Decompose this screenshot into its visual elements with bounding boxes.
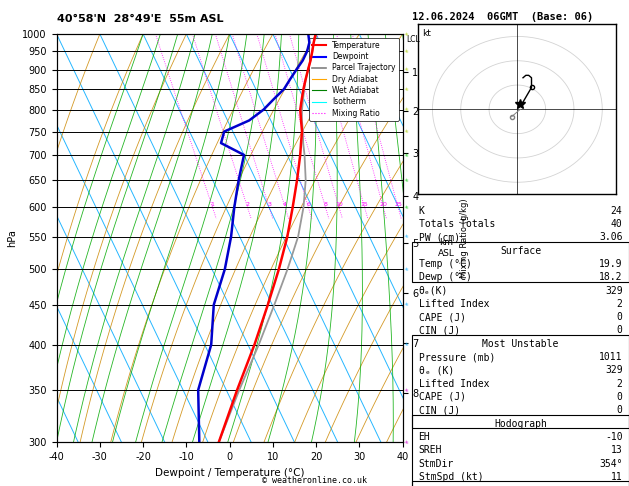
Text: 4: 4 [283, 202, 287, 207]
Text: 19.9: 19.9 [599, 259, 623, 269]
Text: 40°58'N  28°49'E  55m ASL: 40°58'N 28°49'E 55m ASL [57, 14, 223, 24]
Text: »: » [401, 341, 409, 348]
Text: Lifted Index: Lifted Index [418, 299, 489, 309]
Text: 12.06.2024  06GMT  (Base: 06): 12.06.2024 06GMT (Base: 06) [412, 12, 593, 22]
Text: 329: 329 [605, 286, 623, 295]
Text: Lifted Index: Lifted Index [418, 379, 489, 389]
Text: CIN (J): CIN (J) [418, 405, 460, 416]
Text: »: » [401, 439, 409, 446]
Text: kt: kt [422, 29, 431, 38]
Text: 1011: 1011 [599, 352, 623, 362]
Text: »: » [401, 233, 409, 241]
Text: EH: EH [418, 432, 430, 442]
X-axis label: Dewpoint / Temperature (°C): Dewpoint / Temperature (°C) [155, 468, 304, 478]
Text: 8: 8 [323, 202, 327, 207]
Text: 1: 1 [211, 202, 214, 207]
Text: 25: 25 [394, 202, 402, 207]
Text: CAPE (J): CAPE (J) [418, 312, 465, 322]
Text: 2: 2 [245, 202, 250, 207]
Text: 24: 24 [611, 206, 623, 216]
Text: 0: 0 [616, 326, 623, 335]
Text: © weatheronline.co.uk: © weatheronline.co.uk [262, 476, 367, 485]
Text: 10: 10 [335, 202, 343, 207]
Text: 0: 0 [616, 405, 623, 416]
Text: »: » [401, 66, 409, 73]
Text: »: » [401, 31, 409, 37]
Text: »: » [401, 265, 409, 273]
Text: »: » [401, 106, 409, 113]
Text: Pressure (mb): Pressure (mb) [418, 352, 495, 362]
Y-axis label: hPa: hPa [7, 229, 17, 247]
Text: »: » [401, 48, 409, 55]
Text: Hodograph: Hodograph [494, 418, 547, 429]
Text: CIN (J): CIN (J) [418, 326, 460, 335]
Text: 0: 0 [616, 392, 623, 402]
Text: StmSpd (kt): StmSpd (kt) [418, 472, 483, 482]
Text: Dewp (°C): Dewp (°C) [418, 272, 471, 282]
Text: SREH: SREH [418, 445, 442, 455]
Text: »: » [401, 128, 409, 135]
Text: Totals Totals: Totals Totals [418, 219, 495, 229]
Text: 0: 0 [616, 312, 623, 322]
Text: 3.06: 3.06 [599, 232, 623, 243]
Text: θₑ (K): θₑ (K) [418, 365, 454, 375]
Text: 6: 6 [306, 202, 310, 207]
Legend: Temperature, Dewpoint, Parcel Trajectory, Dry Adiabat, Wet Adiabat, Isotherm, Mi: Temperature, Dewpoint, Parcel Trajectory… [309, 38, 399, 121]
Text: 18.2: 18.2 [599, 272, 623, 282]
Text: »: » [401, 386, 409, 394]
Text: »: » [401, 176, 409, 184]
Text: Most Unstable: Most Unstable [482, 339, 559, 349]
Text: »: » [401, 301, 409, 309]
Text: 2: 2 [616, 379, 623, 389]
Text: 354°: 354° [599, 458, 623, 469]
Text: PW (cm): PW (cm) [418, 232, 460, 243]
Text: Temp (°C): Temp (°C) [418, 259, 471, 269]
Text: K: K [418, 206, 425, 216]
Text: StmDir: StmDir [418, 458, 454, 469]
Y-axis label: km
ASL: km ASL [438, 238, 455, 258]
Text: 11: 11 [611, 472, 623, 482]
Text: 15: 15 [360, 202, 369, 207]
Text: -10: -10 [605, 432, 623, 442]
Text: »: » [401, 151, 409, 158]
Text: 13: 13 [611, 445, 623, 455]
Text: »: » [401, 204, 409, 211]
Text: 329: 329 [605, 365, 623, 375]
Text: 40: 40 [611, 219, 623, 229]
Text: Surface: Surface [500, 245, 541, 256]
Text: 20: 20 [379, 202, 387, 207]
Text: Mixing Ratio (g/kg): Mixing Ratio (g/kg) [460, 198, 469, 278]
Text: θₑ(K): θₑ(K) [418, 286, 448, 295]
Text: »: » [401, 86, 409, 93]
Text: CAPE (J): CAPE (J) [418, 392, 465, 402]
Text: 2: 2 [616, 299, 623, 309]
Text: 3: 3 [267, 202, 271, 207]
Text: LCL: LCL [406, 35, 420, 44]
